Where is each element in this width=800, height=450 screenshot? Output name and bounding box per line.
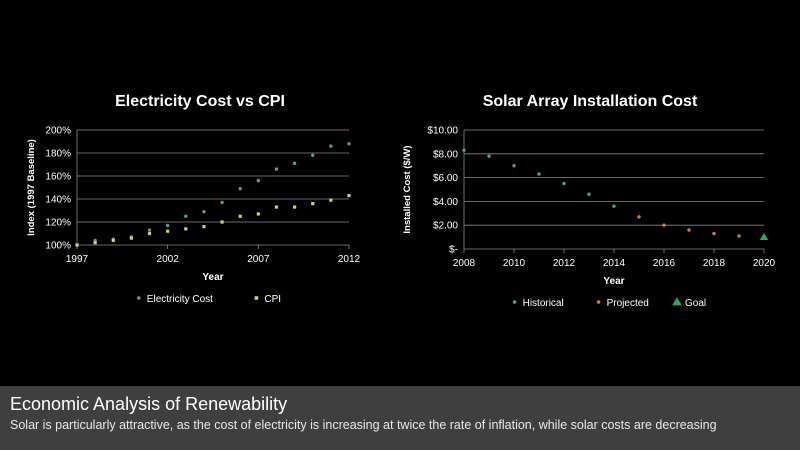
- y-tick-label: $6.00: [433, 173, 458, 184]
- x-tick-label: 2008: [453, 258, 476, 269]
- data-point: [662, 223, 666, 227]
- data-point: [274, 205, 279, 209]
- data-point: [637, 215, 641, 219]
- data-point: [75, 243, 79, 247]
- data-point: [238, 186, 242, 191]
- x-tick-label: 2012: [338, 254, 361, 265]
- electricity-vs-cpi-plot: 100% 120% 140% 160% 180% 200% 1997 2002 2007 2012…: [26, 126, 361, 306]
- data-point: [512, 164, 516, 168]
- y-tick-label: $10.00: [427, 126, 458, 137]
- y-tick-label: 200%: [45, 126, 71, 137]
- electricity-vs-cpi-chart: Electricity Cost vs CPI 100% 120% 140% 160%…: [20, 85, 380, 315]
- x-tick-label: 2012: [553, 258, 576, 269]
- data-point: [537, 172, 541, 176]
- y-tick-label: $8.00: [433, 149, 458, 160]
- x-axis-label: Year: [603, 276, 624, 287]
- data-point: [220, 220, 224, 224]
- x-tick-label: 2018: [703, 258, 726, 269]
- data-point: [737, 234, 741, 238]
- data-point: [487, 154, 491, 158]
- caption-bar: Economic Analysis of Renewability Solar …: [0, 386, 800, 450]
- x-tick-label: 2002: [157, 254, 180, 265]
- y-tick-label: $2.00: [433, 221, 458, 232]
- data-point: [687, 228, 691, 232]
- y-tick-label: $-: [449, 245, 458, 256]
- data-point: [311, 202, 315, 206]
- data-point: [587, 192, 591, 196]
- chart-title: Electricity Cost vs CPI: [115, 93, 285, 110]
- legend-label: Goal: [685, 298, 706, 309]
- data-point: [147, 228, 152, 232]
- legend-label: Projected: [607, 298, 649, 309]
- legend-marker: [254, 296, 259, 300]
- data-point: [256, 178, 261, 183]
- x-tick-label: 2007: [247, 254, 270, 265]
- solar-cost-plot: $- $2.00 $4.00 $6.00 $8.00 $10.00 2008 2010 2012…: [402, 126, 776, 310]
- legend-marker: [596, 300, 601, 304]
- data-point: [462, 148, 466, 152]
- legend-marker: [137, 296, 141, 300]
- data-point: [612, 204, 616, 208]
- data-point: [129, 236, 133, 240]
- data-point: [93, 241, 97, 245]
- data-point: [329, 144, 333, 148]
- caption-title: Economic Analysis of Renewability: [10, 394, 288, 414]
- y-axis-label: Index (1997 Baseline): [26, 139, 37, 236]
- legend-label: Historical: [523, 298, 564, 309]
- x-tick-label: 2014: [603, 258, 626, 269]
- data-point: [220, 200, 224, 205]
- legend-label: Electricity Cost: [147, 294, 213, 305]
- legend-marker: [512, 300, 517, 304]
- data-point: [166, 229, 170, 233]
- y-axis-label: Installed Cost ($/W): [402, 145, 413, 233]
- x-tick-label: 2016: [653, 258, 676, 269]
- data-point: [347, 193, 351, 198]
- y-tick-label: 140%: [45, 195, 71, 206]
- data-point: [759, 232, 769, 241]
- y-tick-label: 160%: [45, 172, 71, 183]
- x-tick-label: 1997: [66, 254, 89, 265]
- x-axis-label: Year: [202, 272, 223, 283]
- data-point: [347, 142, 351, 146]
- data-point: [202, 209, 206, 214]
- data-point: [293, 205, 297, 209]
- data-point: [256, 212, 260, 216]
- data-point: [165, 223, 170, 228]
- x-tick-label: 2010: [503, 258, 526, 269]
- y-tick-label: 180%: [45, 149, 71, 160]
- data-point: [329, 198, 333, 202]
- legend-label: CPI: [264, 294, 281, 305]
- y-tick-label: 100%: [45, 241, 71, 252]
- data-point: [712, 231, 716, 236]
- data-point: [238, 214, 242, 218]
- data-point: [202, 225, 206, 229]
- data-point: [311, 153, 315, 157]
- y-tick-label: $4.00: [433, 197, 458, 208]
- chart-title: Solar Array Installation Cost: [482, 93, 698, 110]
- data-point: [274, 167, 279, 171]
- data-point: [184, 214, 188, 218]
- caption-subtitle: Solar is particularly attractive, as the…: [10, 418, 717, 432]
- data-point: [184, 227, 188, 231]
- x-tick-label: 2020: [753, 258, 776, 269]
- data-point: [147, 231, 152, 236]
- data-point: [292, 161, 297, 166]
- y-tick-label: 120%: [45, 218, 71, 229]
- data-point: [111, 238, 115, 242]
- solar-cost-chart: Solar Array Installation Cost $- $2.00 $4.…: [400, 85, 780, 315]
- data-point: [562, 181, 566, 186]
- legend-marker: [672, 297, 682, 306]
